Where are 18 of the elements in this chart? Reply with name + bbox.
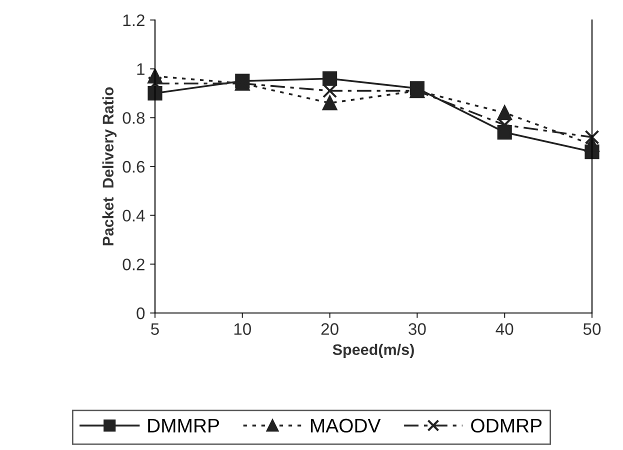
x-axis-title: Speed(m/s) (332, 344, 414, 358)
x-tick-label: 50 (583, 323, 601, 335)
y-tick-label: 0.8 (122, 112, 145, 124)
x-tick-label: 10 (234, 323, 252, 335)
x-tick-label: 20 (321, 323, 338, 335)
x-tick-label: 5 (151, 323, 159, 335)
y-tick-label: 0.6 (122, 160, 145, 173)
x-tick-label: 40 (496, 323, 514, 335)
y-tick-label: 1.2 (123, 14, 144, 26)
y-tick-label: 1 (137, 63, 144, 75)
y-tick-label: 0.4 (122, 210, 145, 222)
legend-label: MAODV (311, 418, 381, 433)
legend-label: DMMRP (148, 418, 219, 432)
y-tick-label: 0.2 (122, 258, 144, 270)
y-axis-title: Packet Delivery Ratio (102, 87, 117, 246)
legend-label: ODMRP (471, 418, 542, 433)
x-tick-label: 30 (408, 323, 426, 335)
y-tick-label: 0 (136, 307, 145, 320)
